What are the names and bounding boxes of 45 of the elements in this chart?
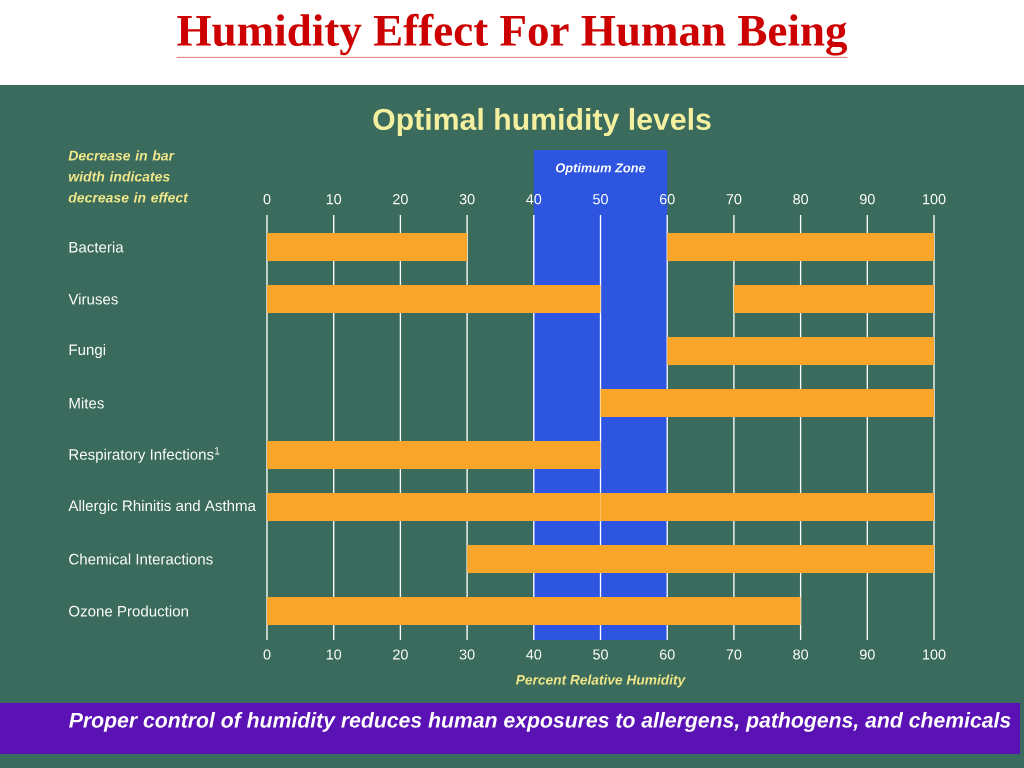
y-tick-label: Respiratory Infections$^{1}$ — [69, 447, 220, 463]
bar — [467, 545, 934, 573]
y-tick-label: Bacteria — [69, 241, 124, 253]
x2-tick-label: 90 — [859, 194, 875, 205]
text: Proper control of humidity reduces human exposures to allergens, pathogens, and chemicals — [69, 712, 1011, 732]
y-tick-label: Allergic Rhinitis and Asthma — [68, 499, 256, 515]
bar — [267, 441, 601, 469]
band-label: Optimum Zone — [555, 163, 646, 175]
bar — [600, 389, 934, 417]
x2-tick-label: 30 — [459, 194, 475, 205]
bar — [667, 337, 934, 365]
x2-tick-label: 100 — [923, 194, 946, 205]
x-tick-label: 30 — [459, 649, 475, 660]
x-axis-title: Percent Relative Humidity — [516, 674, 686, 688]
text: Decrease in bar width indicates decrease in effect — [68, 150, 189, 203]
x-tick-label: 50 — [593, 649, 608, 660]
x2-tick-label: 80 — [793, 194, 809, 205]
x2-tick-label: 10 — [326, 194, 342, 205]
x-tick-label: 90 — [859, 649, 875, 660]
x-tick-label: 100 — [923, 649, 946, 660]
x-tick-label: 0 — [263, 649, 271, 660]
y-tick-label: Mites — [69, 397, 104, 409]
x2-tick-label: 50 — [593, 194, 608, 205]
y-tick-label: Fungi — [69, 343, 106, 359]
x2-tick-label: 20 — [393, 194, 408, 205]
x-tick-label: 80 — [793, 649, 809, 660]
x-tick-label: 10 — [326, 649, 342, 660]
bar — [267, 597, 801, 625]
y-tick-label: Ozone Production — [69, 605, 188, 617]
bar — [267, 233, 468, 261]
x2-tick-label: 0 — [263, 194, 271, 205]
y-tick-label: Chemical Interactions — [69, 553, 213, 565]
x2-tick-label: 40 — [526, 194, 542, 205]
chart-title: Humidity Effect For Human Being — [177, 13, 848, 56]
x2-tick-label: 70 — [726, 194, 742, 205]
x-tick-label: 40 — [526, 649, 542, 660]
x-tick-label: 60 — [659, 649, 675, 660]
x-tick-label: 20 — [393, 649, 408, 660]
x-tick-label: 70 — [726, 649, 742, 660]
bar — [267, 285, 601, 313]
bar — [667, 233, 934, 261]
bar — [733, 285, 934, 313]
x2-tick-label: 60 — [659, 194, 675, 205]
y-tick-label: Viruses — [68, 293, 118, 305]
chart-subtitle: Optimal humidity levels — [373, 107, 711, 137]
